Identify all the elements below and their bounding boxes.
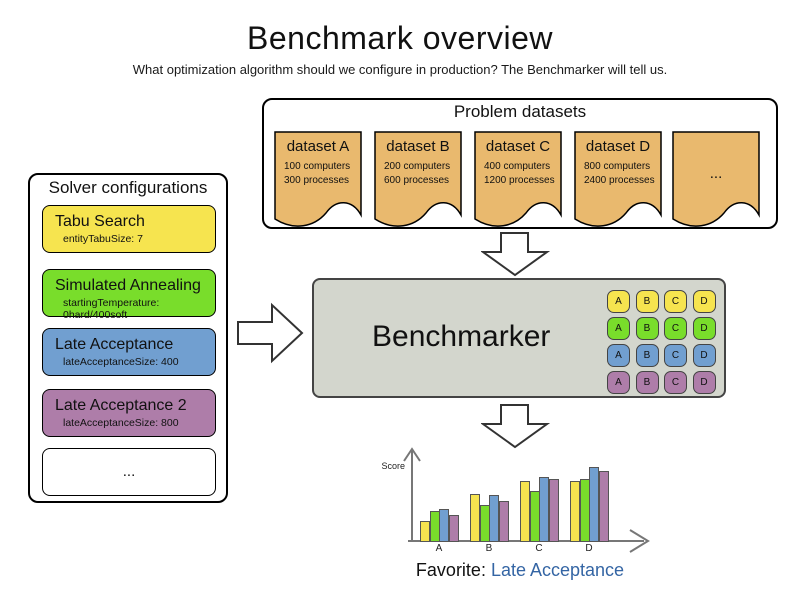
chart-bar [520, 481, 530, 542]
chart-bar [448, 515, 459, 542]
benchmarker-label: Benchmarker [372, 320, 551, 353]
document-shape-icon [374, 131, 462, 227]
solver-name: Tabu Search [55, 213, 145, 230]
favorite-value: Late Acceptance [490, 560, 625, 580]
solver-card-tabu-search: Tabu Search entityTabuSize: 7 [42, 205, 216, 253]
arrow-down-icon [481, 404, 551, 449]
dataset-processes: 1200 processes [484, 175, 555, 186]
benchmark-job-chip: C [664, 344, 687, 367]
chart-bar [529, 491, 540, 542]
chart-bar [479, 505, 490, 542]
solver-configurations-panel: Solver configurations Tabu Search entity… [28, 173, 228, 503]
benchmark-job-chip: C [664, 371, 687, 394]
document-shape-icon [274, 131, 362, 227]
dataset-computers: 800 computers [584, 161, 651, 172]
benchmark-job-chip: D [692, 317, 716, 340]
chart-bar [548, 479, 559, 542]
ellipsis-label: ... [709, 165, 723, 182]
solver-param: lateAcceptanceSize: 400 [63, 356, 179, 368]
chart-category-label: C [535, 543, 543, 554]
solver-param: entityTabuSize: 7 [63, 233, 143, 245]
benchmark-job-chip: B [635, 290, 659, 313]
result-chart: Score A B C D [380, 445, 660, 560]
solver-name: Late Acceptance [55, 336, 174, 353]
benchmark-job-chip: A [607, 344, 630, 367]
benchmark-job-chip: B [635, 317, 659, 340]
chart-bar [498, 501, 509, 542]
chart-category-label: A [435, 543, 443, 554]
dataset-computers: 200 computers [384, 161, 451, 172]
document-shape-icon [574, 131, 662, 227]
page-title: Benchmark overview [247, 20, 553, 56]
solver-name: Simulated Annealing [55, 277, 201, 294]
dataset-processes: 2400 processes [584, 175, 655, 186]
solver-card-late-acceptance-2: Late Acceptance 2 lateAcceptanceSize: 80… [42, 389, 216, 437]
document-shape-icon [672, 131, 760, 227]
dataset-processes: 600 processes [384, 175, 450, 186]
chart-bar [470, 494, 480, 542]
chart-bar [570, 481, 580, 542]
arrow-down-icon [481, 232, 551, 277]
chart-bar [598, 471, 609, 542]
arrow-right-icon [237, 302, 304, 364]
favorite-line: Favorite: Late Acceptance [300, 560, 740, 581]
chart-bar [489, 495, 500, 542]
solver-card-more: ... [42, 448, 216, 496]
dataset-processes: 300 processes [284, 175, 350, 186]
ellipsis-label: ... [122, 463, 136, 480]
chart-bar [539, 477, 550, 542]
benchmark-job-chip: D [692, 371, 716, 394]
dataset-card-d: dataset D 800 computers 2400 processes [574, 131, 662, 227]
solver-card-simulated-annealing: Simulated Annealing startingTemperature:… [42, 269, 216, 321]
solver-name: Late Acceptance 2 [55, 397, 187, 414]
problem-datasets-panel: Problem datasets dataset A 100 computers… [262, 98, 778, 229]
chart-bar [439, 509, 450, 542]
chart-bar [429, 511, 440, 542]
document-shape-icon [474, 131, 562, 227]
chart-bar [579, 479, 590, 542]
benchmark-job-chip: A [607, 317, 630, 340]
chart-bar [420, 521, 430, 542]
chart-ylabel: Score [381, 461, 405, 471]
solver-card-late-acceptance: Late Acceptance lateAcceptanceSize: 400 [42, 328, 216, 376]
favorite-label: Favorite: [415, 560, 486, 580]
dataset-card-c: dataset C 400 computers 1200 processes [474, 131, 562, 227]
dataset-card-a: dataset A 100 computers 300 processes [274, 131, 362, 227]
benchmark-job-chip: B [635, 371, 659, 394]
dataset-card-b: dataset B 200 computers 600 processes [374, 131, 462, 227]
chart-bar [589, 467, 600, 542]
benchmark-job-chip: D [692, 290, 716, 313]
dataset-computers: 400 computers [484, 161, 551, 172]
benchmark-job-chip: D [692, 344, 716, 367]
dataset-name: dataset D [585, 138, 651, 155]
chart-category-label: D [585, 543, 593, 554]
solver-param: lateAcceptanceSize: 800 [63, 417, 179, 429]
benchmark-job-chip: B [635, 344, 659, 367]
benchmark-job-chip: A [607, 371, 630, 394]
dataset-computers: 100 computers [284, 161, 351, 172]
page-subtitle: What optimization algorithm should we co… [132, 62, 668, 77]
chart-category-label: B [485, 543, 493, 554]
solver-configurations-title: Solver configurations [48, 178, 208, 197]
dataset-name: dataset C [485, 138, 551, 155]
problem-datasets-title: Problem datasets [453, 102, 587, 121]
benchmark-job-chip: A [607, 290, 630, 313]
benchmark-job-chip: C [664, 290, 687, 313]
benchmark-job-chip: C [664, 317, 687, 340]
dataset-name: dataset A [286, 138, 350, 155]
dataset-card-more: ... [672, 131, 760, 227]
dataset-name: dataset B [386, 138, 450, 155]
solver-param: startingTemperature: 0hard/400soft [63, 297, 160, 321]
